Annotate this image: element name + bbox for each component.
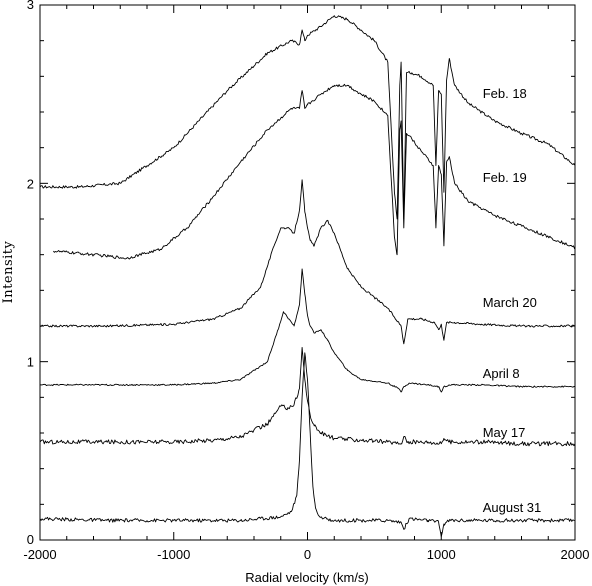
x-tick-label: 0: [304, 547, 311, 562]
series-label: March 20: [483, 295, 537, 310]
y-tick-label: 2: [27, 176, 34, 191]
y-tick-label: 1: [27, 355, 34, 370]
series-lines: [39, 15, 576, 537]
series-line-3: [39, 268, 576, 393]
y-tick-label: 3: [27, 0, 34, 12]
series-line-2: [39, 179, 576, 345]
series-label: Feb. 18: [483, 86, 527, 101]
x-axis-label: Radial velocity (km/s): [245, 570, 369, 585]
series-line-5: [39, 352, 576, 537]
axis-tick-labels: -2000 -1000 0 1000 2000 0 1 2 3: [23, 0, 589, 562]
y-axis-label: Intensity: [1, 241, 16, 304]
x-tick-label: 2000: [561, 547, 590, 562]
series-label: Feb. 19: [483, 170, 527, 185]
series-line-1: [53, 83, 576, 260]
series-label: April 8: [483, 366, 520, 381]
series-line-0: [39, 15, 576, 220]
x-tick-label: -2000: [23, 547, 56, 562]
series-labels: Feb. 18 Feb. 19 March 20 April 8 May 17 Augus…: [483, 86, 542, 515]
series-label: August 31: [483, 500, 542, 515]
x-tick-label: 1000: [427, 547, 456, 562]
series-label: May 17: [483, 425, 526, 440]
x-tick-label: -1000: [157, 547, 190, 562]
series-line-4: [39, 346, 576, 447]
y-tick-label: 0: [27, 532, 34, 547]
